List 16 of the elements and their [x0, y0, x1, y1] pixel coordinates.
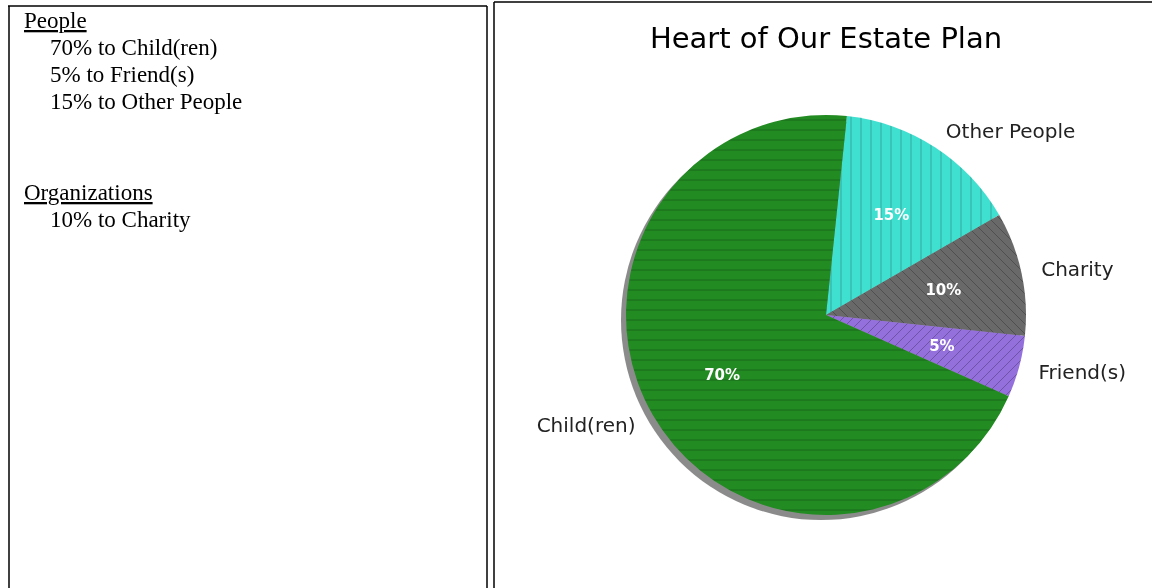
pie-slice	[826, 315, 1025, 397]
slice-label: Friend(s)	[1038, 359, 1127, 384]
data-label: 15%	[873, 205, 910, 224]
data-label: 5%	[929, 337, 955, 356]
text: People	[24, 8, 87, 33]
slice-label: Child(ren)	[536, 413, 636, 437]
text: 15% to Other People	[50, 89, 243, 114]
text: Organizations	[24, 180, 153, 205]
text: 5% to Friend(s)	[50, 62, 195, 87]
slice-label: Other People	[945, 118, 1076, 143]
slice-label: Charity	[1041, 257, 1114, 282]
text: 70% to Child(ren)	[50, 35, 218, 60]
data-label: 10%	[925, 281, 962, 300]
data-label: 70%	[704, 366, 741, 385]
text: 10% to Charity	[50, 207, 192, 232]
chart-title: Heart of Our Estate Plan	[649, 21, 1003, 55]
